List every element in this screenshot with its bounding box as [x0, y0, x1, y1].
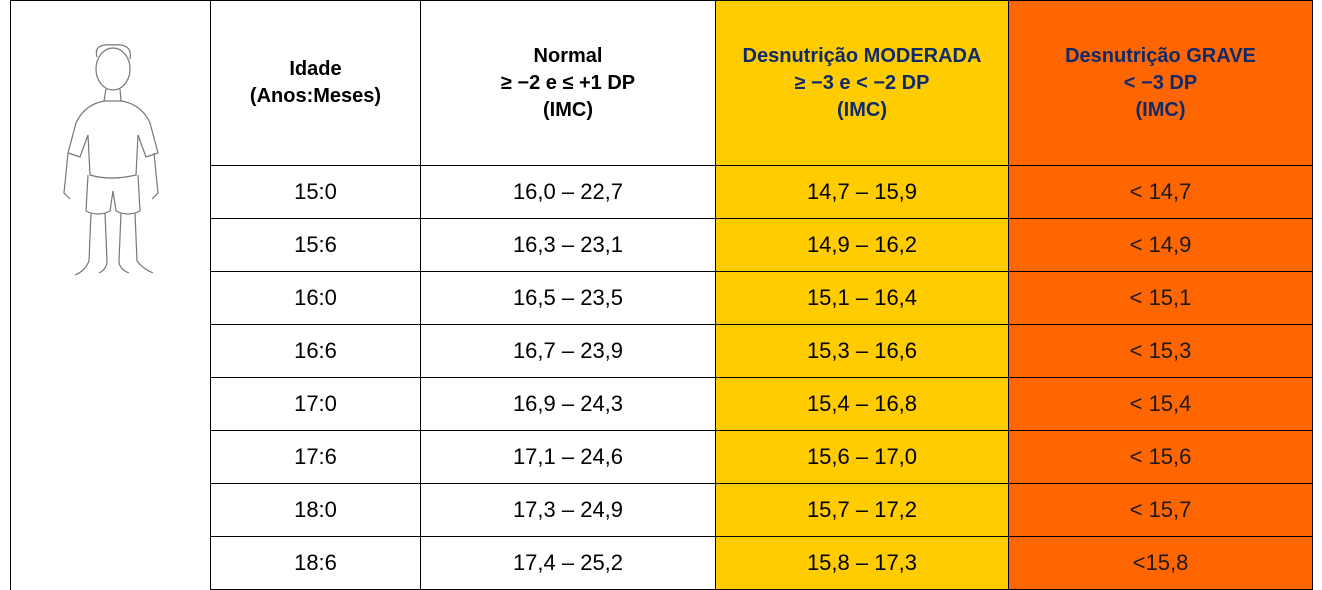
- table-cell: < 14,9: [1009, 219, 1313, 272]
- header-cell: Idade(Anos:Meses): [211, 1, 421, 166]
- table-cell: 15,8 – 17,3: [716, 537, 1009, 590]
- table-cell: 15,4 – 16,8: [716, 378, 1009, 431]
- table-cell: 18:0: [211, 484, 421, 537]
- table-cell: < 15,4: [1009, 378, 1313, 431]
- header-cell: Desnutrição GRAVE< −3 DP(IMC): [1009, 1, 1313, 166]
- table-cell: < 14,7: [1009, 166, 1313, 219]
- table-cell: 14,9 – 16,2: [716, 219, 1009, 272]
- table-cell: 14,7 – 15,9: [716, 166, 1009, 219]
- table-cell: 15:0: [211, 166, 421, 219]
- table-cell: 16,3 – 23,1: [421, 219, 716, 272]
- header-line: Desnutrição MODERADA: [716, 43, 1008, 70]
- header-line: (Anos:Meses): [211, 83, 420, 110]
- table-cell: 18:6: [211, 537, 421, 590]
- table-cell: < 15,6: [1009, 431, 1313, 484]
- table-body: Idade(Anos:Meses)Normal≥ −2 e ≤ +1 DP(IM…: [11, 1, 1313, 590]
- table-cell: 17,4 – 25,2: [421, 537, 716, 590]
- table-cell: 16,0 – 22,7: [421, 166, 716, 219]
- header-line: Desnutrição GRAVE: [1009, 43, 1312, 70]
- table-cell: < 15,1: [1009, 272, 1313, 325]
- bmi-table: Idade(Anos:Meses)Normal≥ −2 e ≤ +1 DP(IM…: [10, 0, 1313, 590]
- header-row: Idade(Anos:Meses)Normal≥ −2 e ≤ +1 DP(IM…: [11, 1, 1313, 166]
- header-line: (IMC): [421, 97, 715, 124]
- table-cell: 16,7 – 23,9: [421, 325, 716, 378]
- boy-illustration: [51, 39, 171, 299]
- table-cell: 16:0: [211, 272, 421, 325]
- table-cell: 15,7 – 17,2: [716, 484, 1009, 537]
- table-cell: 17,3 – 24,9: [421, 484, 716, 537]
- table-cell: 17:0: [211, 378, 421, 431]
- table-cell: < 15,3: [1009, 325, 1313, 378]
- header-line: ≥ −2 e ≤ +1 DP: [421, 70, 715, 97]
- table-cell: 15:6: [211, 219, 421, 272]
- table-cell: < 15,7: [1009, 484, 1313, 537]
- header-line: Normal: [421, 43, 715, 70]
- table-cell: 15,3 – 16,6: [716, 325, 1009, 378]
- header-line: ≥ −3 e < −2 DP: [716, 70, 1008, 97]
- header-line: (IMC): [1009, 97, 1312, 124]
- table-cell: 17,1 – 24,6: [421, 431, 716, 484]
- header-cell: Desnutrição MODERADA≥ −3 e < −2 DP(IMC): [716, 1, 1009, 166]
- table-cell: <15,8: [1009, 537, 1313, 590]
- table-cell: 16,5 – 23,5: [421, 272, 716, 325]
- header-cell: Normal≥ −2 e ≤ +1 DP(IMC): [421, 1, 716, 166]
- table-cell: 15,6 – 17,0: [716, 431, 1009, 484]
- header-line: Idade: [211, 56, 420, 83]
- table-cell: 15,1 – 16,4: [716, 272, 1009, 325]
- table-cell: 16:6: [211, 325, 421, 378]
- header-line: (IMC): [716, 97, 1008, 124]
- illustration-cell: [11, 1, 211, 590]
- page: Idade(Anos:Meses)Normal≥ −2 e ≤ +1 DP(IM…: [0, 0, 1322, 580]
- table-cell: 17:6: [211, 431, 421, 484]
- header-line: < −3 DP: [1009, 70, 1312, 97]
- table-cell: 16,9 – 24,3: [421, 378, 716, 431]
